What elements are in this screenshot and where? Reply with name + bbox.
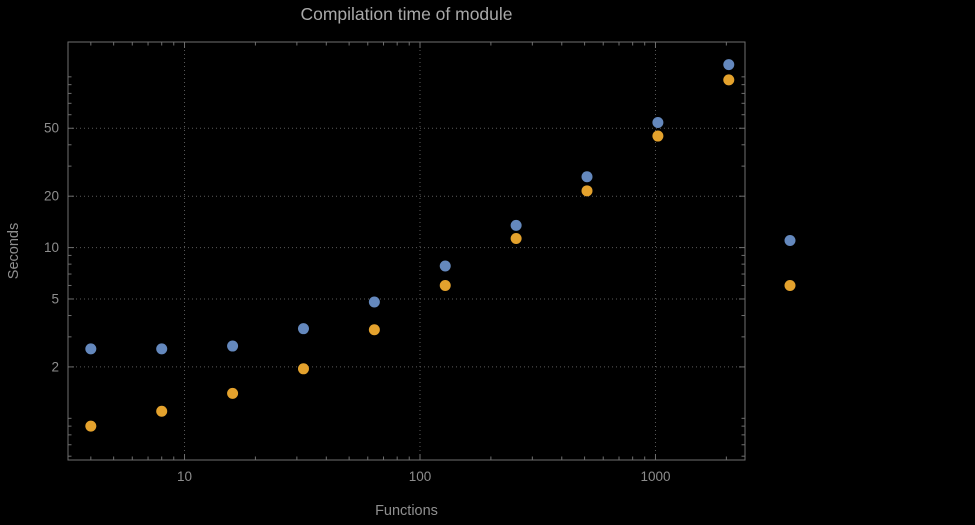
data-point-series-1-blue [85, 343, 97, 355]
data-point-series-2-orange [227, 387, 239, 399]
data-point-series-1-blue [368, 296, 380, 308]
x-tick-label: 1000 [640, 469, 670, 484]
data-point-series-2-orange [368, 324, 380, 336]
data-point-series-1-blue [227, 340, 239, 352]
data-point-series-1-blue [510, 219, 522, 231]
y-tick-label: 2 [51, 359, 59, 374]
data-point-series-2-orange [85, 420, 97, 432]
data-point-series-2-orange [652, 130, 664, 142]
data-point-series-1-blue [581, 171, 593, 183]
x-tick-label: 10 [177, 469, 192, 484]
legend-marker-series-1-blue [784, 235, 796, 247]
y-tick-label: 20 [44, 189, 59, 204]
legend-marker-series-2-orange [784, 279, 796, 291]
data-point-series-2-orange [510, 233, 522, 245]
y-tick-label: 5 [51, 291, 59, 306]
y-tick-label: 50 [44, 121, 59, 136]
x-axis-label: Functions [375, 503, 438, 519]
plot-frame [67, 41, 746, 461]
data-point-series-1-blue [297, 323, 309, 335]
data-point-series-1-blue [652, 117, 664, 129]
data-point-series-1-blue [156, 343, 168, 355]
data-point-series-2-orange [156, 405, 168, 417]
data-point-series-2-orange [439, 279, 451, 291]
data-point-series-1-blue [439, 260, 451, 272]
y-tick-label: 10 [44, 240, 59, 255]
x-tick-label: 100 [409, 469, 432, 484]
data-point-series-2-orange [297, 363, 309, 375]
chart-title: Compilation time of module [300, 4, 513, 24]
data-point-series-1-blue [723, 59, 735, 71]
data-point-series-2-orange [581, 185, 593, 197]
data-point-series-2-orange [723, 74, 735, 86]
